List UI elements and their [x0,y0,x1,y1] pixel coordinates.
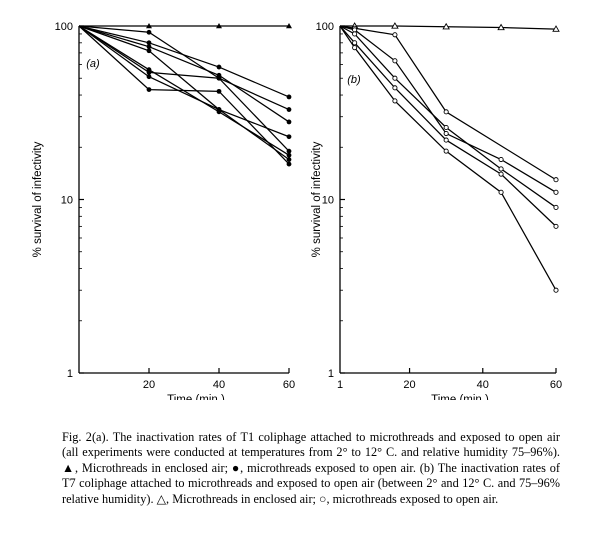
panel-a-series-9-point [146,67,152,73]
panel-a-series-5-point [286,134,292,140]
panel-a-series-5-point [146,48,152,54]
panel-b-label: (b) [347,74,361,86]
panel-b-series-2-point [553,177,559,183]
panel-b-series-1-line [340,25,557,30]
panel-b-series-3-point [392,58,398,64]
panel-a-series-6-point [286,148,292,154]
panel-b-series-5-point [498,171,504,177]
panel-a-series-4-point [286,119,292,125]
panel-b-series-2-line [339,25,557,181]
panel-a-series-3-point [286,107,292,112]
panel-b-series-1-point [552,25,560,32]
panel-b-series-1-point [442,22,450,30]
panel-b-series-3-point [553,189,559,195]
panel-a-y-tick-label-1: 1 [67,368,73,380]
panel-b-series-4-point [498,166,504,172]
panel-b-series-3-point [352,27,358,33]
panel-b-series-2-point [443,109,449,115]
panel-a-series-9-point [216,109,222,115]
panel-a-series-8-point [146,87,152,92]
panel-b-series-4-point [392,75,398,81]
panel-b-series-6-point [352,45,358,51]
panel-b-series-6-point [498,189,504,195]
panel-a-series-3-line [78,25,290,111]
panel-a-series-7-line [78,25,290,161]
panel-a-series-1-point [216,23,222,29]
panel-a-series-6-line [78,25,290,152]
panel-b-series-5-point [443,137,449,143]
panel-a-series-1-point [286,23,292,29]
panel-a-series-9-point [286,152,292,158]
panel-b-series-5-point [352,40,358,46]
panel-a-series-2-point [286,94,292,100]
panel-a-y-tick-label-100: 100 [55,21,73,33]
panel-a-series-4-line [78,25,290,123]
panel-a-series-9-line [78,25,290,156]
panel-a-series-2-point [146,40,152,46]
panel-a-y-axis-label: % survival of infectivity [32,141,44,257]
panel-b-x-axis-label: Time (min.) [431,394,489,400]
panel-a-chart: 1 10 100 20 40 60 Time (min.) % survival of inf… [32,21,295,400]
figure: 1 10 100 20 40 60 Time (min.) % survival of inf… [32,21,562,400]
panel-a-series-4-point [146,44,152,50]
panel-b-series-5-point [553,223,559,229]
panel-b-series-4-point [443,124,449,131]
panel-b-series-1-point [497,23,505,31]
panel-a-series-3-point [146,29,152,35]
panel-b-y-tick-label-1: 1 [328,368,334,380]
panel-b-x-tick-label-20: 20 [403,379,415,391]
panel-b-series-4-point [553,204,559,210]
panel-b-chart: 1 10 100 1 20 40 60 Time (min.) % survival of in… [311,21,562,400]
panel-b-series-6-point [392,98,398,104]
panel-a-label: (a) [86,58,100,70]
panel-a-series-7-point [286,157,292,162]
panel-b-series-4-line [339,25,557,208]
panel-a-y-tick-label-10: 10 [61,195,73,207]
panel-b-y-axis-label: % survival of infectivity [311,141,323,257]
caption-text: Fig. 2(a). The inactivation rates of T1 … [62,430,560,506]
panel-b-series-3-point [498,156,504,163]
panel-b-series-6-point [553,287,559,293]
panel-b-x-tick-label-1: 1 [337,379,343,391]
panel-a-x-tick-label-60: 60 [283,379,295,391]
panel-a-series-2-point [216,64,222,70]
panel-b-series-5-line [339,25,557,227]
panel-a-series-6-point [216,75,222,81]
panel-a-series-7-point [146,74,152,80]
panel-b-series-4-point [352,31,358,37]
panel-a-series-8-point [216,88,222,94]
panel-b-series-1-point [391,22,399,29]
panel-b-series-3-point [443,130,449,137]
panel-b-y-tick-label-100: 100 [316,21,334,33]
panel-b-y-tick-label-10: 10 [322,195,334,207]
panel-b-x-tick-label-40: 40 [477,379,489,391]
panel-a-series-1-point [146,23,152,29]
panel-b-series-5-point [392,85,398,91]
figure-caption: Fig. 2(a). The inactivation rates of T1 … [62,430,560,507]
panel-b-x-tick-label-60: 60 [550,379,562,391]
panel-b-series-6-line [339,25,557,291]
panel-a-x-tick-label-20: 20 [143,379,155,391]
panel-b-series-6-point [443,148,449,154]
panel-a-series-5-line [78,25,290,138]
panel-a-x-axis-label: Time (min.) [167,394,225,400]
panel-b-series-2-point [392,32,398,38]
panel-a-x-tick-label-40: 40 [213,379,225,391]
panel-b-series-3-line [339,25,557,193]
panel-a-series-8-point [286,161,292,167]
